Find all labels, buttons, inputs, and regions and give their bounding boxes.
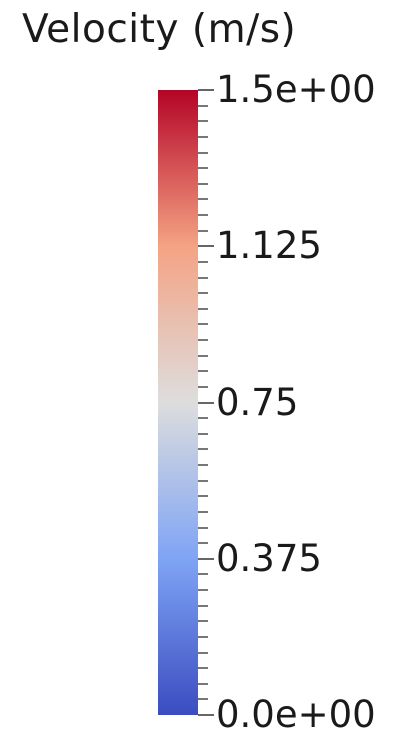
- minor-tick: [198, 104, 208, 107]
- minor-tick: [198, 682, 208, 685]
- minor-tick: [198, 479, 208, 482]
- minor-tick: [198, 448, 208, 451]
- minor-tick: [198, 229, 208, 232]
- minor-tick: [198, 667, 208, 670]
- minor-tick: [198, 214, 208, 216]
- color-bar: [158, 90, 198, 715]
- minor-tick: [198, 260, 208, 263]
- minor-tick: [198, 370, 208, 373]
- minor-tick: [198, 620, 208, 623]
- minor-tick: [198, 589, 208, 591]
- minor-tick: [198, 385, 208, 388]
- minor-tick: [198, 635, 208, 638]
- minor-tick: [198, 182, 208, 185]
- minor-tick: [198, 276, 208, 279]
- major-tick: [198, 89, 214, 91]
- minor-tick: [198, 417, 208, 420]
- major-tick: [198, 557, 214, 560]
- tick-label: 1.5e+00: [216, 68, 376, 111]
- minor-tick: [198, 151, 208, 154]
- major-tick: [198, 401, 214, 404]
- minor-tick: [198, 604, 208, 607]
- tick-marks: [198, 89, 216, 716]
- tick-label: 0.375: [216, 536, 322, 580]
- tick-label: 0.0e+00: [216, 693, 376, 736]
- minor-tick: [198, 339, 208, 341]
- minor-tick: [198, 573, 208, 576]
- minor-tick: [198, 651, 208, 654]
- minor-tick: [198, 354, 208, 357]
- major-tick: [198, 714, 214, 716]
- minor-tick: [198, 495, 208, 498]
- minor-tick: [198, 307, 208, 310]
- minor-tick: [198, 198, 208, 201]
- minor-tick: [198, 135, 208, 138]
- tick-label: 0.75: [216, 380, 299, 424]
- legend-title: Velocity (m/s): [22, 7, 297, 52]
- minor-tick: [198, 464, 208, 466]
- minor-tick: [198, 542, 208, 545]
- minor-tick: [198, 167, 208, 170]
- minor-tick: [198, 120, 208, 123]
- minor-tick: [198, 526, 208, 529]
- minor-tick: [198, 510, 208, 513]
- minor-tick: [198, 292, 208, 295]
- minor-tick: [198, 698, 208, 701]
- major-tick: [198, 245, 214, 248]
- minor-tick: [198, 432, 208, 435]
- tick-label: 1.125: [216, 224, 322, 268]
- minor-tick: [198, 323, 208, 326]
